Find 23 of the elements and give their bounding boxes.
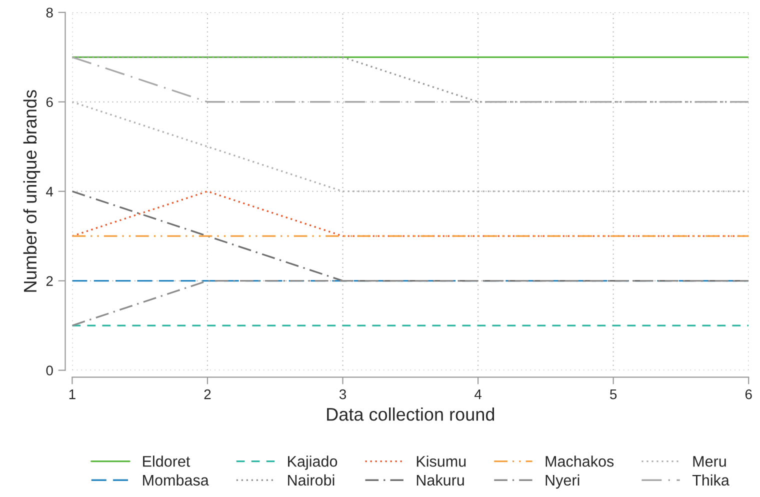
- y-tick-label: 6: [46, 97, 53, 108]
- x-axis-title: Data collection round: [327, 408, 494, 421]
- legend-label: Kajiado: [288, 456, 338, 470]
- y-tick-label: 0: [46, 366, 53, 376]
- y-tick-label: 8: [46, 8, 53, 18]
- x-tick-label: 1: [69, 390, 76, 400]
- legend-label: Meru: [693, 456, 726, 467]
- x-tick-label: 3: [339, 389, 346, 400]
- y-axis-title: Number of unique brands: [23, 90, 40, 292]
- legend-label: Nakuru: [416, 474, 464, 486]
- x-tick-label: 4: [474, 390, 482, 400]
- legend-label: Nyeri: [546, 474, 580, 489]
- x-tick-label: 2: [204, 389, 211, 400]
- legend-label: Kisumu: [416, 456, 466, 467]
- legend-label: Thika: [692, 474, 730, 486]
- y-tick-label: 4: [46, 186, 54, 196]
- legend-label: Nairobi: [288, 474, 334, 486]
- y-tick-label: 2: [46, 276, 53, 286]
- x-tick-label: 6: [745, 389, 752, 400]
- legend-label: Mombasa: [143, 474, 209, 486]
- legend-label: Machakos: [546, 456, 614, 467]
- x-tick-label: 5: [610, 390, 617, 400]
- legend-label: Eldoret: [143, 456, 190, 467]
